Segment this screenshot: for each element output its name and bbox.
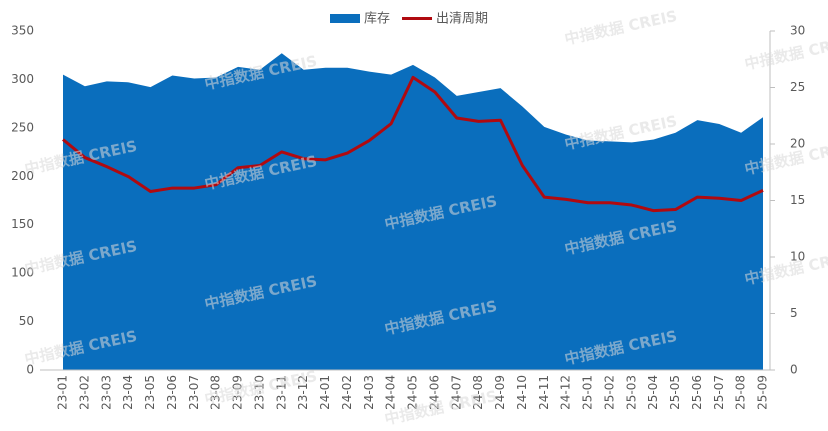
x-tick-label: 25-01	[581, 375, 595, 410]
x-tick-label: 23-10	[252, 375, 266, 410]
x-tick-label: 23-01	[56, 375, 70, 410]
x-tick-label: 24-06	[427, 375, 441, 410]
x-tick-label: 23-09	[231, 375, 245, 410]
y2-tick-label: 5	[790, 306, 798, 320]
x-tick-label: 25-02	[602, 375, 616, 410]
y2-tick-label: 30	[790, 24, 805, 38]
x-tick-label: 23-04	[121, 375, 135, 410]
x-tick-label: 24-01	[318, 375, 332, 410]
y-tick-label: 200	[11, 169, 34, 183]
x-tick-label: 24-11	[537, 375, 551, 410]
x-tick-label: 25-09	[756, 375, 770, 410]
y-tick-label: 0	[26, 363, 34, 377]
x-tick-label: 25-05	[668, 375, 682, 410]
x-tick-label: 23-12	[296, 375, 310, 410]
watermark: 中指数据 CREIS	[563, 7, 679, 48]
y2-tick-label: 25	[790, 80, 805, 94]
x-tick-label: 25-06	[690, 375, 704, 410]
x-tick-label: 25-08	[734, 375, 748, 410]
x-tick-label: 24-02	[340, 375, 354, 410]
y-tick-label: 50	[19, 314, 34, 328]
y-tick-label: 350	[11, 24, 34, 38]
y-tick-label: 150	[11, 217, 34, 231]
x-tick-label: 24-07	[449, 375, 463, 410]
x-tick-label: 25-07	[712, 375, 726, 410]
y2-tick-label: 20	[790, 137, 805, 151]
x-tick-label: 24-05	[406, 375, 420, 410]
x-tick-label: 25-04	[646, 375, 660, 410]
y-tick-label: 300	[11, 72, 34, 86]
x-tick-label: 25-03	[624, 375, 638, 410]
area	[63, 53, 763, 371]
x-tick-label: 24-03	[362, 375, 376, 410]
x-tick-label: 23-08	[209, 375, 223, 410]
x-tick-label: 23-06	[165, 375, 179, 410]
x-tick-label: 23-03	[99, 375, 113, 410]
y-tick-label: 100	[11, 266, 34, 280]
y-tick-label: 250	[11, 120, 34, 134]
x-tick-label: 24-09	[493, 375, 507, 410]
x-tick-label: 24-04	[384, 375, 398, 410]
watermark: 中指数据 CREIS	[743, 32, 828, 73]
legend-swatch	[330, 14, 360, 23]
x-tick-label: 24-10	[515, 375, 529, 410]
x-tick-label: 24-12	[559, 375, 573, 410]
x-tick-label: 23-02	[77, 375, 91, 410]
legend-label: 出清周期	[436, 12, 488, 27]
y2-tick-label: 10	[790, 250, 805, 264]
x-tick-label: 23-11	[274, 375, 288, 410]
x-tick-label: 23-05	[143, 375, 157, 410]
line	[62, 75, 764, 213]
legend-label: 库存	[364, 11, 390, 27]
x-tick-label: 23-07	[187, 375, 201, 410]
y2-tick-label: 15	[790, 193, 805, 207]
y2-tick-label: 0	[790, 363, 798, 377]
x-tick-label: 24-08	[471, 375, 485, 410]
